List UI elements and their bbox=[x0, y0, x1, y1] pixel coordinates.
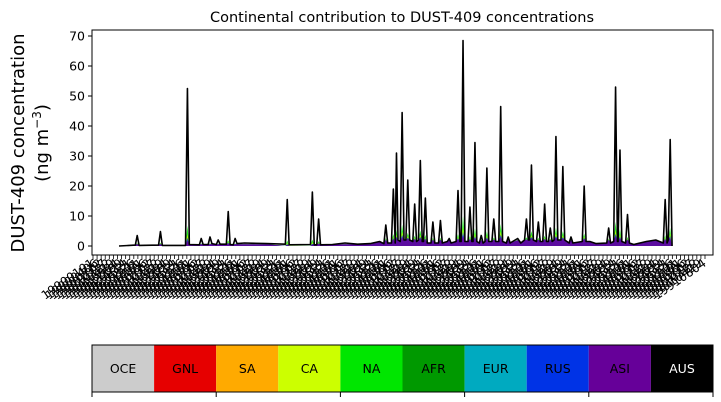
legend-swatch-asi bbox=[588, 345, 651, 392]
legend-swatch-rus bbox=[526, 345, 589, 392]
legend-label-afr: AFR bbox=[421, 361, 446, 376]
legend-label-aus: AUS bbox=[669, 361, 695, 376]
y-tick-label: 20 bbox=[69, 179, 85, 194]
legend-swatch-afr bbox=[402, 345, 465, 392]
legend: OCE GNL SA CA NA AFR EUR RUS ASI AUS bbox=[91, 344, 714, 397]
y-axis-unit-end: ) bbox=[32, 104, 53, 111]
legend-swatch-na bbox=[340, 345, 403, 392]
legend-swatch-ca bbox=[278, 345, 341, 392]
y-axis: 0 10 20 30 40 50 60 70 bbox=[69, 29, 92, 254]
legend-swatch-aus bbox=[650, 345, 713, 392]
chart-title: Continental contribution to DUST-409 con… bbox=[210, 10, 594, 26]
legend-label-sa: SA bbox=[239, 361, 256, 376]
y-tick-label: 30 bbox=[69, 149, 85, 164]
series-total-line bbox=[118, 39, 673, 247]
y-axis-label-unit: (ng m−3) bbox=[30, 104, 53, 182]
legend-swatch-eur bbox=[464, 345, 527, 392]
legend-label-gnl: GNL bbox=[172, 361, 198, 376]
legend-label-rus: RUS bbox=[545, 361, 571, 376]
y-tick-label: 10 bbox=[69, 209, 85, 224]
legend-frame bbox=[91, 344, 714, 393]
legend-swatch-gnl bbox=[154, 345, 217, 392]
legend-label-eur: EUR bbox=[483, 361, 509, 376]
plot-marks bbox=[118, 39, 673, 247]
legend-label-ca: CA bbox=[301, 361, 319, 376]
y-tick-label: 70 bbox=[69, 29, 85, 44]
plot-frame bbox=[91, 29, 714, 256]
legend-label-oce: OCE bbox=[110, 361, 137, 376]
legend-label-na: NA bbox=[362, 361, 380, 376]
legend-swatch-sa bbox=[216, 345, 279, 392]
y-tick-label: 40 bbox=[69, 119, 85, 134]
y-axis-label-line1: DUST-409 concentration bbox=[8, 33, 29, 252]
y-axis-unit-sup: −3 bbox=[30, 111, 44, 129]
y-axis-label: DUST-409 concentration (ng m−3) bbox=[8, 33, 53, 252]
x-axis: 1990010119900406199007121990101719910122… bbox=[39, 255, 709, 302]
y-tick-label: 50 bbox=[69, 89, 85, 104]
y-axis-unit-base: (ng m bbox=[32, 129, 53, 182]
area-asi bbox=[119, 235, 673, 246]
y-tick-label: 60 bbox=[69, 59, 85, 74]
legend-swatch-oce bbox=[92, 345, 155, 392]
y-tick-label: 0 bbox=[77, 239, 85, 254]
legend-label-asi: ASI bbox=[610, 361, 630, 376]
